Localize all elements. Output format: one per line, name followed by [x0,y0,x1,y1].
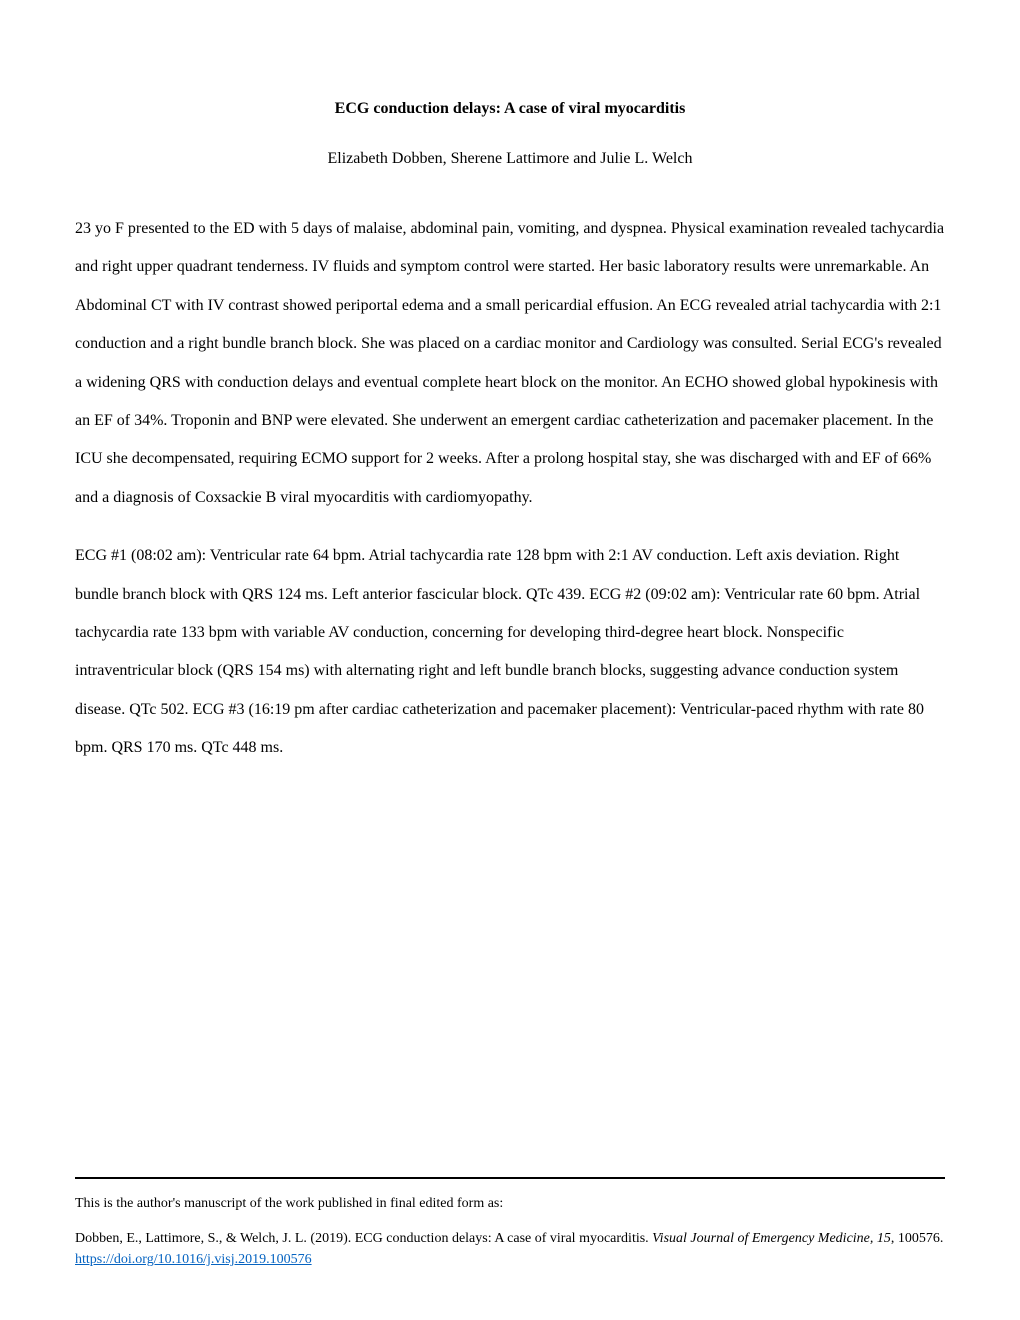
document-title: ECG conduction delays: A case of viral m… [75,100,945,118]
abstract-paragraph-1: 23 yo F presented to the ED with 5 days … [75,210,945,517]
citation-suffix: , 100576. [891,1231,944,1246]
citation-journal: Visual Journal of Emergency Medicine, 15 [652,1231,891,1246]
abstract-paragraph-2: ECG #1 (08:02 am): Ventricular rate 64 b… [75,537,945,767]
footer-section: This is the author's manuscript of the w… [75,1177,945,1270]
footer-divider [75,1177,945,1179]
citation: Dobben, E., Lattimore, S., & Welch, J. L… [75,1228,945,1270]
citation-prefix: Dobben, E., Lattimore, S., & Welch, J. L… [75,1231,652,1246]
author-line: Elizabeth Dobben, Sherene Lattimore and … [75,150,945,168]
manuscript-note: This is the author's manuscript of the w… [75,1193,945,1214]
doi-link[interactable]: https://doi.org/10.1016/j.visj.2019.1005… [75,1252,312,1267]
